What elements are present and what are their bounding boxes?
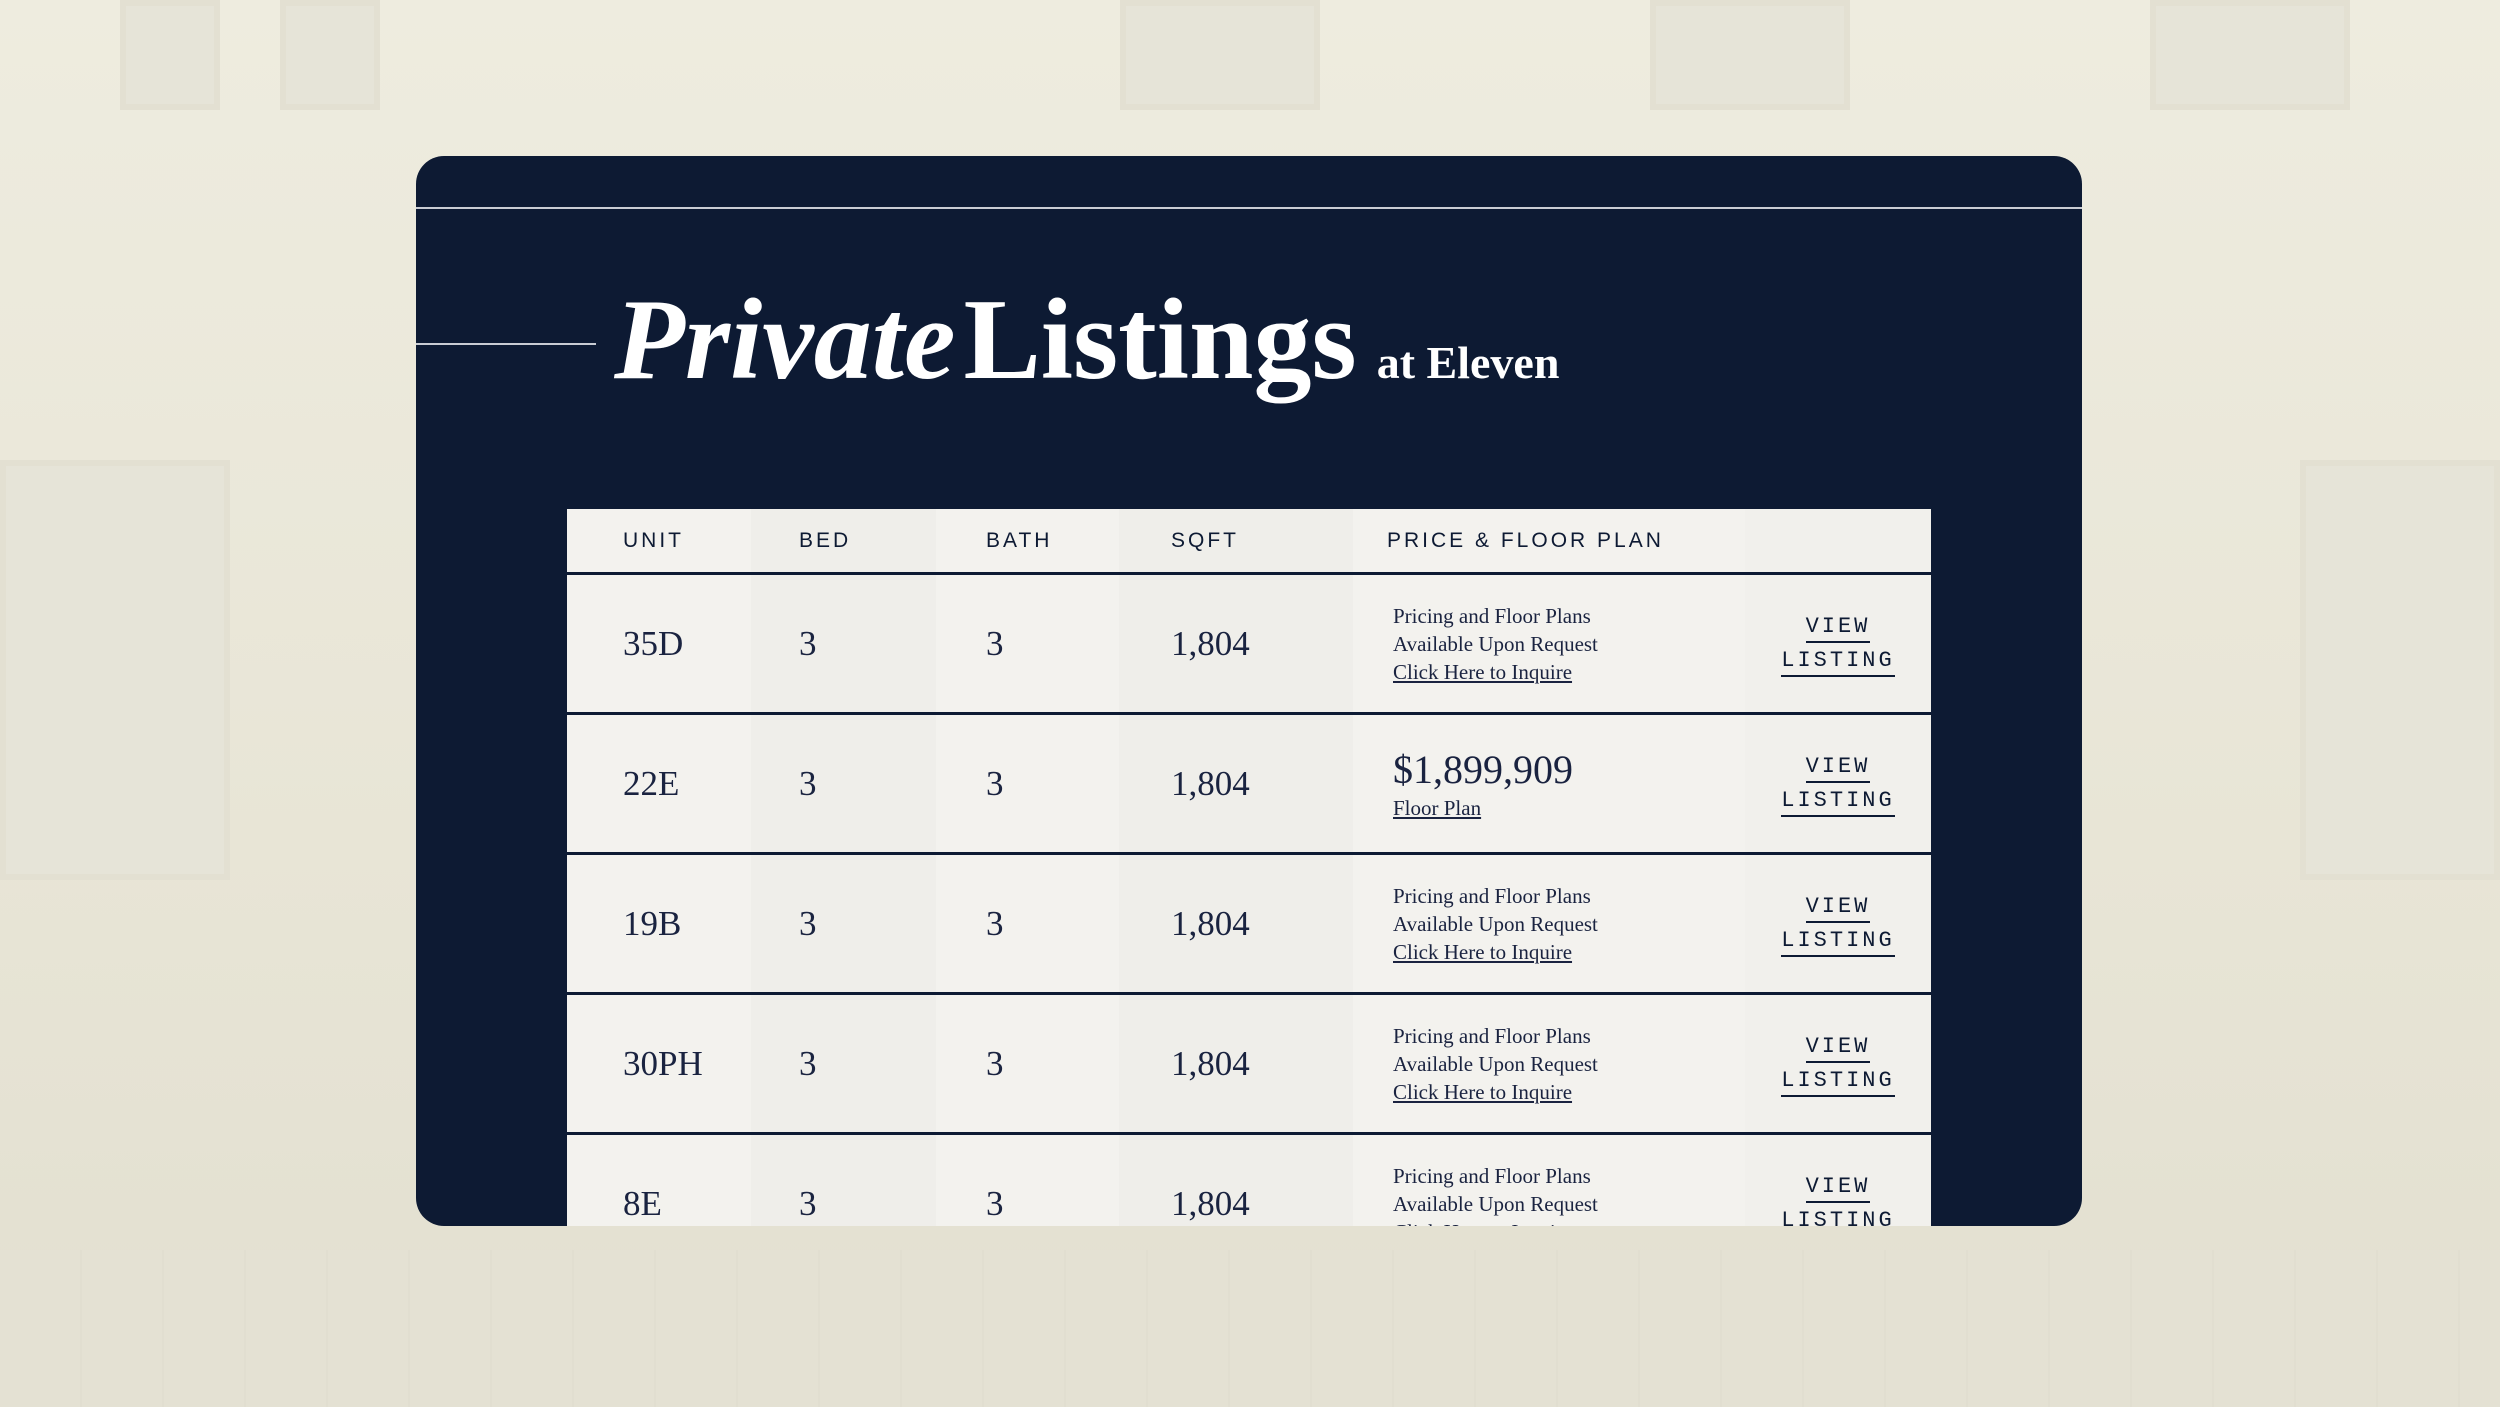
sqft-cell: 1,804 xyxy=(1119,995,1353,1132)
sqft-cell: 1,804 xyxy=(1119,855,1353,992)
view-label: VIEW xyxy=(1805,753,1871,783)
price-note: Pricing and Floor Plans xyxy=(1393,1023,1591,1048)
price-cell: Pricing and Floor Plans Available Upon Re… xyxy=(1353,1135,1745,1227)
pavement xyxy=(0,1250,2500,1407)
price-note: Available Upon Request xyxy=(1393,1051,1598,1076)
header-bed: BED xyxy=(751,509,936,572)
sqft-cell: 1,804 xyxy=(1119,575,1353,712)
listing-label: LISTING xyxy=(1781,787,1895,817)
view-listing-cell: VIEW LISTING xyxy=(1745,575,1931,712)
sqft-cell: 1,804 xyxy=(1119,1135,1353,1226)
inquire-link[interactable]: Click Here to Inquire xyxy=(1393,939,1573,964)
bed-cell: 3 xyxy=(751,1135,936,1226)
unit-cell: 35D xyxy=(623,623,684,663)
price-cell: Pricing and Floor Plans Available Upon Re… xyxy=(1353,575,1745,712)
price-value: $1,899,909 xyxy=(1393,746,1573,792)
bath-cell: 3 xyxy=(986,1043,1004,1083)
title-italic: Private xyxy=(614,276,956,404)
listing-label: LISTING xyxy=(1781,1207,1894,1227)
view-label: VIEW xyxy=(1805,1033,1871,1063)
bath-cell: 3 xyxy=(986,903,1004,943)
unit-cell: 8E xyxy=(623,1183,662,1223)
price-note: Available Upon Request xyxy=(1393,911,1598,936)
bath-cell: 3 xyxy=(986,763,1004,803)
header-sqft: SQFT xyxy=(1119,509,1353,572)
price-cell: $1,899,909 Floor Plan xyxy=(1353,715,1745,852)
view-listing-link[interactable]: VIEW LISTING xyxy=(1781,1030,1895,1098)
view-listing-cell: VIEW LISTING xyxy=(1745,1135,1931,1226)
inquire-link[interactable]: Click Here to Inquire xyxy=(1393,659,1573,684)
window xyxy=(280,0,380,110)
listing-label: LISTING xyxy=(1781,927,1895,957)
bed-cell: 3 xyxy=(751,855,936,992)
window xyxy=(2300,460,2500,880)
window xyxy=(1120,0,1320,110)
listings-table: UNIT BED BATH SQFT PRICE & FLOOR PLAN 35… xyxy=(567,509,1931,1226)
title-suffix: at Eleven xyxy=(1376,337,1560,388)
unit-cell: 30PH xyxy=(623,1043,703,1083)
listing-label: LISTING xyxy=(1781,647,1895,677)
price-cell: Pricing and Floor Plans Available Upon Re… xyxy=(1353,855,1745,992)
floor-plan-link[interactable]: Floor Plan xyxy=(1393,795,1482,820)
window xyxy=(0,460,230,880)
price-note: Pricing and Floor Plans xyxy=(1393,1163,1591,1188)
header-price: PRICE & FLOOR PLAN xyxy=(1387,528,1664,552)
price-note: Available Upon Request xyxy=(1393,631,1598,656)
unit-cell: 22E xyxy=(623,763,680,803)
price-note: Available Upon Request xyxy=(1393,1191,1598,1216)
view-listing-cell: VIEW LISTING xyxy=(1745,855,1931,992)
table-row: 22E 3 3 1,804 $1,899,909 Floor Plan VIEW L… xyxy=(567,715,1931,855)
view-listing-link[interactable]: VIEW LISTING xyxy=(1781,1170,1894,1227)
table-row: 8E 3 3 1,804 Pricing and Floor Plans Avai… xyxy=(567,1135,1931,1226)
title-rule xyxy=(416,343,596,345)
unit-cell: 19B xyxy=(623,903,682,943)
inquire-link[interactable]: Click Here to Inquire xyxy=(1393,1218,1598,1227)
sqft-cell: 1,804 xyxy=(1119,715,1353,852)
bath-cell: 3 xyxy=(986,623,1004,663)
bath-cell: 3 xyxy=(986,1183,1004,1223)
table-header: UNIT BED BATH SQFT PRICE & FLOOR PLAN xyxy=(567,509,1931,575)
price-note: Pricing and Floor Plans xyxy=(1393,883,1591,908)
table-row: 35D 3 3 1,804 Pricing and Floor Plans Ava… xyxy=(567,575,1931,715)
view-label: VIEW xyxy=(1805,613,1871,643)
title-regular: Listings xyxy=(963,276,1357,404)
view-listing-link[interactable]: VIEW LISTING xyxy=(1781,610,1895,678)
table-row: 30PH 3 3 1,804 Pricing and Floor Plans Av… xyxy=(567,995,1931,1135)
window xyxy=(2150,0,2350,110)
view-label: VIEW xyxy=(1805,893,1871,923)
view-listing-link[interactable]: VIEW LISTING xyxy=(1781,750,1895,818)
window xyxy=(1650,0,1850,110)
listing-label: LISTING xyxy=(1781,1067,1895,1097)
inquire-link[interactable]: Click Here to Inquire xyxy=(1393,1079,1573,1104)
header-bath: BATH xyxy=(986,528,1053,552)
bed-cell: 3 xyxy=(751,575,936,712)
page-title: Private Listings at Eleven xyxy=(614,274,1559,407)
window xyxy=(120,0,220,110)
divider xyxy=(416,207,2082,209)
price-note: Pricing and Floor Plans xyxy=(1393,603,1591,628)
header-empty xyxy=(1745,509,1931,572)
price-cell: Pricing and Floor Plans Available Upon Re… xyxy=(1353,995,1745,1132)
listings-card: Private Listings at Eleven UNIT BED BATH… xyxy=(416,156,2082,1226)
view-listing-cell: VIEW LISTING xyxy=(1745,995,1931,1132)
bed-cell: 3 xyxy=(751,715,936,852)
header-unit: UNIT xyxy=(623,528,684,552)
view-listing-cell: VIEW LISTING xyxy=(1745,715,1931,852)
view-label: VIEW xyxy=(1805,1173,1871,1203)
table-row: 19B 3 3 1,804 Pricing and Floor Plans Ava… xyxy=(567,855,1931,995)
view-listing-link[interactable]: VIEW LISTING xyxy=(1781,890,1895,958)
bed-cell: 3 xyxy=(751,995,936,1132)
